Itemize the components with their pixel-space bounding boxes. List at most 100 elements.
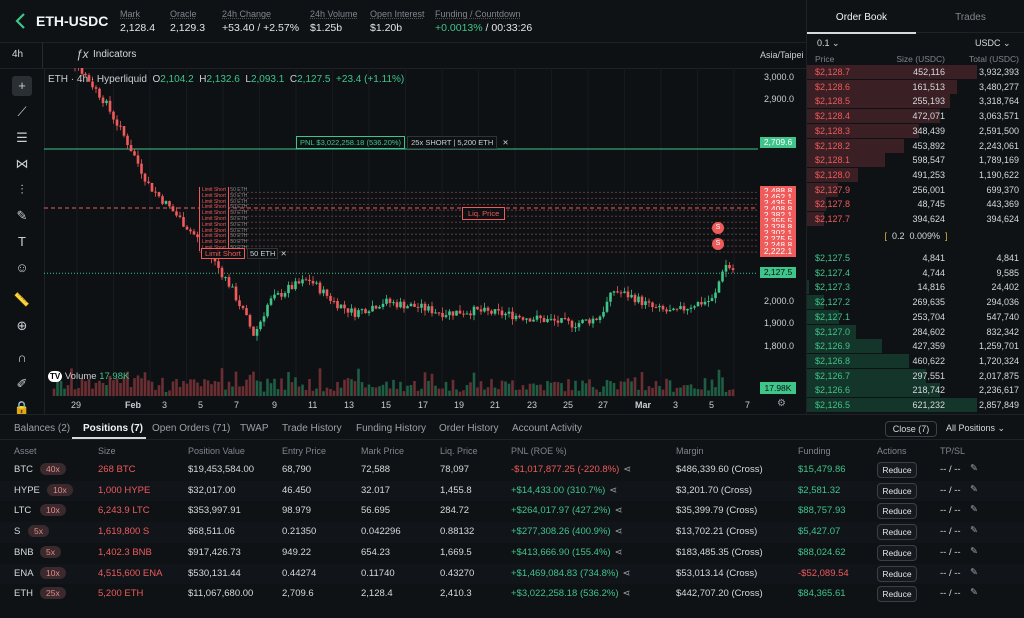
price-axis[interactable]: 3,000.0 2,900.0 2,000.0 1,900.0 1,800.0 2,709… (758, 68, 806, 398)
market-pair-title[interactable]: ETH-USDC (36, 13, 109, 29)
limit-order-row[interactable]: Limit Short 50 ETH (199, 233, 294, 240)
share-icon[interactable]: ⋖ (622, 588, 631, 600)
reduce-button[interactable]: Reduce (877, 524, 917, 541)
order-price-tag[interactable]: 2,328.8 (760, 222, 796, 234)
position-asset[interactable]: ENA (14, 567, 34, 579)
order-price-tag[interactable]: 2,408.8 (760, 204, 796, 216)
tab-trades[interactable]: Trades (916, 0, 1024, 33)
bid-row[interactable]: $2,126.9 427,359 1,259,701 (807, 339, 1024, 354)
edit-pencil-icon[interactable]: ✎ (970, 463, 978, 474)
edit-pencil-icon[interactable]: ✎ (970, 566, 978, 578)
order-price-tag[interactable]: 2,248.8 (760, 240, 796, 252)
limit-order-row[interactable]: Limit Short 50 ETH (199, 198, 294, 205)
chart-settings-icon[interactable]: ⚙ (777, 398, 786, 409)
zoom-in-icon[interactable]: ⊕ (16, 318, 28, 333)
position-row[interactable]: HYPE 10x 1,000 HYPE $32,017.00 46.450 32.017 1… (0, 480, 1024, 502)
close-all-button[interactable]: Close (7) (885, 421, 937, 437)
limit-order-label[interactable]: Limit Short 50 ETH ✕ (201, 248, 287, 259)
brush-icon[interactable]: ✎ (16, 208, 28, 223)
bid-row[interactable]: $2,127.3 14,816 24,402 (807, 280, 1024, 295)
share-icon[interactable]: ⋖ (622, 567, 631, 579)
edit-pencil-icon[interactable]: ✎ (970, 504, 978, 516)
share-icon[interactable]: ⋖ (614, 526, 623, 538)
limit-order-row[interactable]: Limit Short 50 ETH (199, 192, 294, 199)
price-chart[interactable]: ETH · 4h · Hyperliquid O2,104.2 H2,132.6… (44, 68, 806, 414)
reduce-button[interactable]: Reduce (877, 482, 917, 499)
ask-row[interactable]: $2,127.9 256,001 699,370 (807, 182, 1024, 198)
order-price-tag[interactable]: 2,709.6 (760, 136, 796, 148)
edit-pencil-icon[interactable]: ✎ (970, 587, 978, 599)
ask-row[interactable]: $2,128.3 348,439 2,591,500 (807, 123, 1024, 139)
position-line-label[interactable]: PNL $3,022,258.18 (536.20%) 25x SHORT | … (296, 136, 512, 151)
position-asset[interactable]: LTC (14, 505, 32, 517)
share-icon[interactable]: ⋖ (609, 484, 618, 496)
reduce-button[interactable]: Reduce (877, 544, 917, 561)
order-price-tag[interactable]: 2,462.1 (760, 192, 796, 204)
order-price-tag[interactable]: 2,275.5 (760, 234, 796, 246)
reduce-button[interactable]: Reduce (877, 565, 917, 582)
position-asset[interactable]: HYPE (14, 484, 40, 496)
share-icon[interactable]: ⋖ (623, 464, 632, 475)
fib-icon[interactable]: ⫶ (20, 182, 24, 197)
edit-pencil-icon[interactable]: ✎ (970, 545, 978, 557)
timezone-label[interactable]: Asia/Taipei (760, 50, 804, 60)
tab-positions[interactable]: Positions (7) (83, 423, 144, 434)
reduce-button[interactable]: Reduce (877, 586, 917, 603)
bid-row[interactable]: $2,127.2 269,635 294,036 (807, 295, 1024, 310)
position-row[interactable]: BTC 40x 268 BTC $19,453,584.00 68,790 72,588 7… (0, 460, 1024, 481)
column-header[interactable]: PNL (ROE %) (511, 446, 567, 456)
edit-pencil-icon[interactable]: ✎ (970, 525, 978, 537)
order-price-tag[interactable]: 2,222.1 (760, 246, 796, 258)
ask-row[interactable]: $2,127.8 48,745 443,369 (807, 197, 1024, 212)
ask-row[interactable]: $2,128.0 491,253 1,190,622 (807, 167, 1024, 183)
tab-order-book[interactable]: Order Book (807, 0, 916, 34)
order-price-tag[interactable]: 2,355.5 (760, 216, 796, 228)
indicators-button[interactable]: Indicators (93, 49, 137, 60)
bid-row[interactable]: $2,127.0 284,602 832,342 (807, 324, 1024, 340)
bid-row[interactable]: $2,126.8 460,622 1,720,324 (807, 353, 1024, 369)
tab-funding-history[interactable]: Funding History (356, 423, 427, 434)
tab-account-activity[interactable]: Account Activity (512, 423, 583, 434)
tab-balances[interactable]: Balances (2) (14, 423, 71, 434)
order-price-tag[interactable]: 2,302.1 (760, 228, 796, 240)
sell-marker[interactable]: S (712, 238, 724, 250)
reduce-button[interactable]: Reduce (877, 462, 917, 478)
bid-row[interactable]: $2,127.1 253,704 547,740 (807, 309, 1024, 325)
position-asset[interactable]: S (14, 526, 21, 538)
sell-marker[interactable]: S (712, 222, 724, 234)
edit-pencil-icon[interactable]: ✎ (970, 483, 978, 495)
close-position-icon[interactable]: ✕ (502, 138, 509, 147)
reduce-button[interactable]: Reduce (877, 503, 917, 520)
bid-row[interactable]: $2,126.6 218,742 2,236,617 (807, 383, 1024, 398)
text-tool-icon[interactable]: T (18, 234, 26, 249)
limit-order-row[interactable]: Limit Short 50 ETH (199, 221, 294, 228)
ask-row[interactable]: $2,128.6 161,513 3,480,277 (807, 79, 1024, 95)
share-icon[interactable]: ⋖ (614, 505, 623, 517)
position-row[interactable]: S 5x 1,619,800 S $68,511.06 0.21350 0.042296 0… (0, 522, 1024, 543)
order-price-tag[interactable]: 2,382.1 (760, 210, 796, 222)
position-asset[interactable]: BNB (14, 546, 34, 558)
position-asset[interactable]: ETH (14, 588, 33, 600)
order-price-tag[interactable]: 2,488.8 (760, 186, 796, 198)
lock-draw-icon[interactable]: ✐ (16, 376, 28, 391)
position-row[interactable]: BNB 5x 1,402.3 BNB $917,426.73 949.22 654.23 1… (0, 543, 1024, 564)
bid-row[interactable]: $2,127.4 4,744 9,585 (807, 266, 1024, 281)
ask-row[interactable]: $2,128.5 255,193 3,318,764 (807, 94, 1024, 109)
position-row[interactable]: ENA 10x 4,515,600 ENA $530,131.44 0.44274 0.1… (0, 563, 1024, 585)
tab-trade-history[interactable]: Trade History (282, 423, 342, 434)
order-price-tag[interactable]: 2,435.5 (760, 198, 796, 210)
indicators-icon[interactable]: ƒx (76, 47, 89, 61)
limit-order-row[interactable]: Limit Short 50 ETH (199, 227, 294, 234)
bid-row[interactable]: $2,126.7 297,551 2,017,875 (807, 368, 1024, 384)
cancel-order-icon[interactable]: ✕ (280, 249, 287, 258)
magnet-icon[interactable]: ∩ (17, 350, 27, 365)
tab-twap[interactable]: TWAP (240, 423, 269, 434)
position-asset[interactable]: BTC (14, 464, 33, 475)
horizontal-lines-icon[interactable]: ☰ (16, 130, 28, 145)
limit-order-row[interactable]: Limit Short 50 ETH (199, 210, 294, 217)
ask-row[interactable]: $2,128.7 452,116 3,932,393 (807, 65, 1024, 80)
position-row[interactable]: ETH 25x 5,200 ETH $11,067,680.00 2,709.6 2,12… (0, 584, 1024, 605)
tab-order-history[interactable]: Order History (439, 423, 499, 434)
bid-row[interactable]: $2,127.5 4,841 4,841 (807, 251, 1024, 266)
position-row[interactable]: LTC 10x 6,243.9 LTC $353,997.91 98.979 56.695… (0, 501, 1024, 522)
